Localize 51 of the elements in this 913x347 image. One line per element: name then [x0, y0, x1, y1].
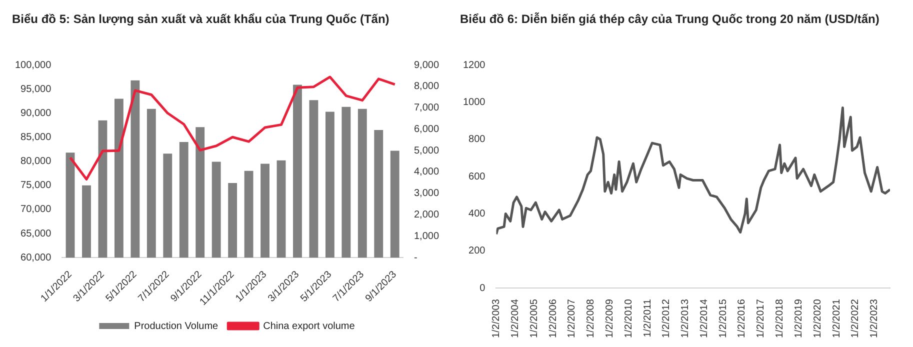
y-tick-label: 90,000: [20, 108, 52, 119]
y-tick-label: 200: [468, 246, 486, 257]
x-tick-label: 1/2/2013: [680, 298, 692, 338]
x-tick-label: 1/2/2020: [812, 298, 824, 338]
y-tick-label: 800: [468, 134, 486, 146]
x-tick-label: 1/2/2021: [831, 298, 842, 338]
y-tick-label: 95,000: [20, 84, 52, 95]
x-tick-label: 1/2/2012: [661, 298, 672, 338]
x-tick-label: 1/2/2004: [510, 298, 521, 338]
y-tick-label: 80,000: [20, 156, 52, 168]
y-tick-label: 400: [468, 208, 486, 220]
y-tick-label: 60,000: [20, 252, 52, 264]
x-tick-label: 1/2/2023: [869, 298, 880, 338]
y2-tick-label: 1,000: [414, 230, 440, 242]
x-tick-label: 1/2/2015: [718, 298, 729, 338]
x-tick-label: 1/2/2017: [756, 298, 767, 338]
x-tick-label: 1/2/2003: [491, 298, 502, 338]
y-tick-label: 1000: [462, 96, 486, 108]
x-tick-label: 1/2/2011: [642, 298, 654, 338]
x-tick-label: 1/2/2009: [604, 298, 616, 338]
x-tick-label: 1/2/2019: [793, 298, 804, 338]
chart-title: Biểu đồ 5: Sản lượng sản xuất và xuất khẩu của Trung Quốc (Tấn): [11, 11, 390, 28]
y-tick-label: 70,000: [20, 204, 52, 216]
x-tick-label: 1/2/2018: [774, 298, 786, 338]
x-tick-label: 1/2/2005: [528, 298, 540, 338]
y2-tick-label: 2,000: [414, 210, 440, 221]
x-tick-label: 1/2/2014: [698, 298, 710, 338]
y-tick-label: 75,000: [20, 180, 52, 192]
y-tick-label: 1200: [462, 60, 486, 71]
y2-tick-label: 3,000: [414, 188, 440, 200]
y2-tick-label: 8,000: [414, 81, 440, 92]
y-tick-label: 65,000: [20, 228, 52, 240]
y-tick-label: 0: [480, 282, 486, 294]
y2-tick-label: 6,000: [414, 124, 440, 135]
legend-label: China export volume: [263, 320, 356, 332]
y2-tick-label: 4,000: [414, 166, 440, 178]
y2-tick-label: -: [414, 252, 418, 264]
chart-title: Biểu đồ 6: Diễn biến giá thép cây của Trung Quốc trong 20 năm (USD/tấn): [459, 11, 880, 28]
x-tick-label: 1/2/2007: [566, 298, 578, 338]
x-tick-label: 1/2/2008: [586, 298, 597, 338]
y2-tick-label: 5,000: [414, 145, 440, 156]
x-tick-label: 1/2/2016: [736, 298, 748, 338]
y-tick-label: 600: [468, 171, 486, 182]
x-tick-label: 1/2/2006: [548, 298, 559, 338]
legend-label: Production Volume: [134, 320, 219, 332]
x-tick-label: 1/2/2022: [850, 298, 862, 338]
x-tick-label: 1/2/2010: [623, 298, 634, 338]
y-tick-label: 85,000: [20, 132, 52, 143]
y-tick-label: 100,000: [14, 60, 52, 71]
y2-tick-label: 9,000: [414, 60, 440, 71]
y2-tick-label: 7,000: [414, 102, 440, 114]
